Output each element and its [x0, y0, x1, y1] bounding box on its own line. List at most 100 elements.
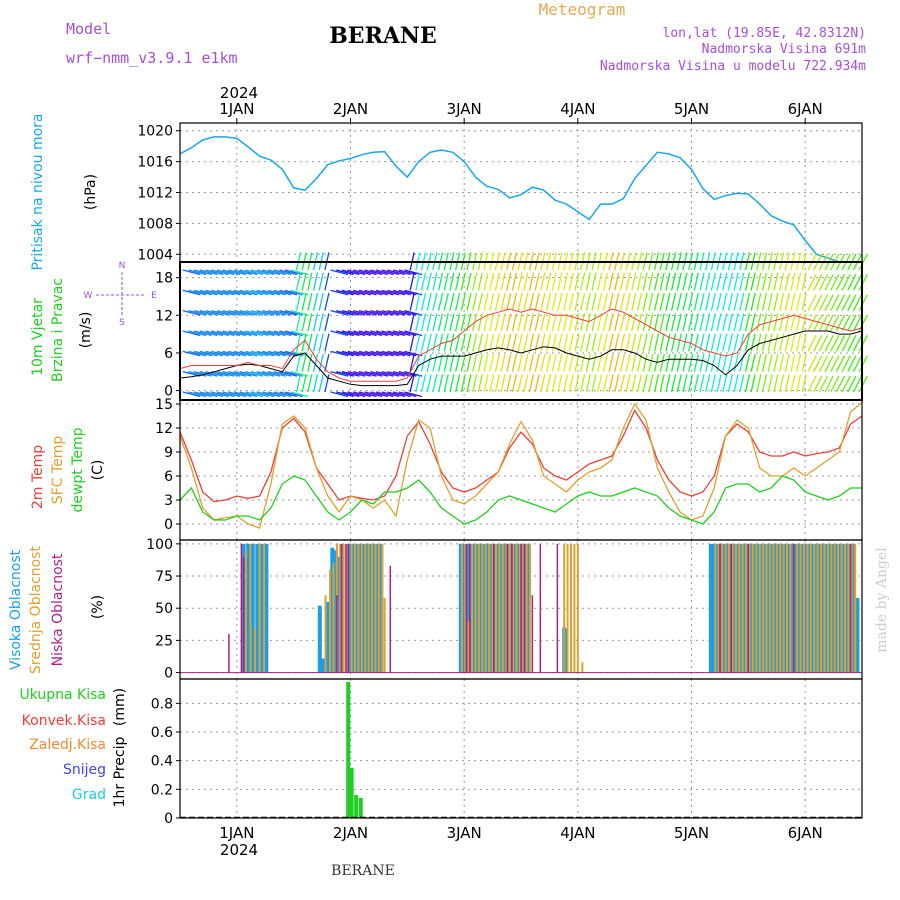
wind-arrow [375, 310, 394, 316]
wind-arrow [245, 310, 263, 316]
precip-bar [354, 795, 359, 818]
wind-arrow [205, 269, 224, 276]
wind-arrow [409, 313, 415, 332]
wind-arrow [773, 333, 779, 352]
wind-arrow [574, 333, 580, 352]
wind-arrow [222, 289, 241, 296]
wind-arrow [330, 310, 349, 316]
wind-arrow [353, 391, 371, 398]
x-tick-label-top: 2JAN [333, 100, 368, 118]
cloud-bar [799, 543, 802, 673]
wind-arrow [540, 353, 546, 372]
wind-arrow [727, 353, 734, 372]
cloud-bar [573, 543, 576, 673]
wind-arrow [466, 333, 472, 352]
precip-name-label: 1hr Precip [112, 737, 128, 808]
wind-arrow [818, 294, 829, 311]
panel-temperature: 0 3 6 9 12 15 [155, 397, 862, 540]
compass-north: N [119, 261, 126, 271]
wind-arrow [784, 374, 790, 393]
cloud-bar [847, 543, 850, 673]
y-tick-label: 3 [164, 493, 173, 509]
wind-arrow [273, 371, 292, 377]
wind-arrow [545, 272, 552, 291]
wind-arrow [773, 374, 779, 393]
wind-arrow [699, 353, 705, 372]
wind-arrow [790, 313, 796, 332]
wind-arrow [347, 330, 366, 337]
wind-arrow [466, 292, 472, 311]
wind-arrow [483, 313, 489, 332]
wind-arrow [194, 350, 212, 357]
cloud-bar [731, 543, 734, 673]
wind-arrow [370, 391, 388, 398]
panel-precip: 0 0.2 0.4 0.6 0.8 [151, 679, 862, 827]
wind-arrow [847, 355, 857, 372]
wind-arrow [188, 391, 207, 398]
wind-arrow [312, 313, 319, 332]
wind-arrow [625, 333, 631, 352]
wind-arrow [506, 272, 512, 291]
cloud-bar [501, 543, 504, 673]
cloud-bar [321, 658, 326, 673]
x-tick-label-top: 6JAN [788, 100, 823, 118]
wind-arrow [216, 350, 235, 357]
wind-arrow [534, 374, 540, 393]
wind-arrow [852, 375, 863, 393]
precip-bar [346, 681, 351, 818]
wind-arrow [336, 289, 354, 296]
cloud-bar [372, 543, 377, 673]
wind-arrow [830, 314, 840, 332]
wind-arrow [545, 292, 552, 311]
cloud-bar [496, 543, 501, 673]
wind-arrow [796, 313, 802, 332]
wind-arrow [705, 313, 711, 332]
cloud-bar [736, 543, 741, 673]
y-tick-label: 1020 [137, 124, 173, 140]
cloud-bar [468, 543, 473, 673]
wind-arrow [670, 292, 677, 311]
wind-arrow [534, 353, 540, 372]
wind-arrow [483, 272, 489, 291]
wind-arrow [852, 294, 863, 311]
wind-arrow [528, 292, 535, 311]
wind-arrow [432, 272, 438, 291]
wind-arrow [670, 272, 677, 291]
wind-arrow [818, 334, 829, 352]
cloud-unit-label: (%) [90, 595, 106, 619]
wind-arrow [222, 310, 241, 316]
wind-arrow [568, 292, 574, 311]
wind-name-label-top: 10m Vjetar [30, 298, 46, 376]
wind-arrow [591, 313, 597, 332]
wind-arrow [233, 350, 252, 357]
wind-arrow [716, 333, 722, 352]
wind-arrow [250, 269, 269, 276]
cloud-bar [375, 543, 380, 673]
cloud-bar [780, 543, 785, 673]
wind-arrow [511, 333, 518, 352]
wind-arrow [585, 353, 591, 372]
wind-arrow [773, 353, 779, 372]
wind-arrow [631, 292, 637, 311]
wind-arrow [420, 313, 427, 332]
wind-arrow [295, 353, 302, 372]
dewpt-label: dewpt Temp [70, 427, 86, 512]
wind-arrow [784, 272, 790, 291]
wind-arrow [409, 333, 415, 352]
cloud-bar [803, 543, 806, 673]
cloud-bar [834, 543, 839, 673]
wind-arrow [727, 374, 734, 393]
wind-arrow [676, 313, 682, 332]
wind-arrow [449, 272, 455, 291]
cloud-bar [477, 543, 480, 673]
cloud-bar [850, 543, 853, 673]
wind-arrow [813, 273, 823, 291]
wind-arrow [523, 292, 529, 311]
cloud-bar [734, 543, 737, 673]
wind-arrow [636, 353, 643, 372]
wind-arrow [761, 272, 768, 291]
wind-arrow [194, 289, 212, 296]
wind-arrow [807, 294, 817, 311]
wind-arrow [307, 374, 313, 393]
wind-arrow [733, 292, 739, 311]
